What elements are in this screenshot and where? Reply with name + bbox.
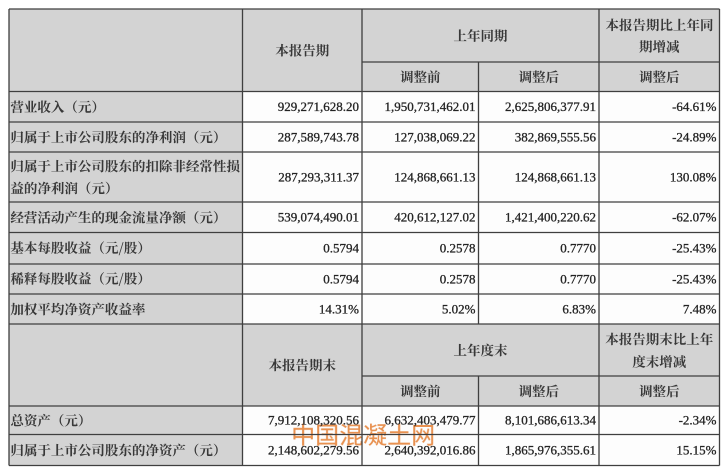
svg-text:287,293,311.37: 287,293,311.37 xyxy=(278,169,359,184)
svg-text:8,101,686,613.34: 8,101,686,613.34 xyxy=(505,413,597,428)
svg-text:124,868,661.13: 124,868,661.13 xyxy=(394,169,475,184)
svg-text:0.2578: 0.2578 xyxy=(440,271,476,286)
svg-text:6,632,403,479.77: 6,632,403,479.77 xyxy=(385,413,477,428)
svg-text:7,912,108,320.56: 7,912,108,320.56 xyxy=(268,413,360,428)
svg-text:539,074,490.01: 539,074,490.01 xyxy=(278,210,359,225)
svg-text:0.5794: 0.5794 xyxy=(323,241,359,256)
svg-text:382,869,555.56: 382,869,555.56 xyxy=(515,129,597,144)
svg-text:287,589,743.78: 287,589,743.78 xyxy=(278,129,359,144)
svg-text:1,865,976,355.61: 1,865,976,355.61 xyxy=(505,442,596,457)
svg-text:14.31%: 14.31% xyxy=(319,301,359,316)
svg-text:2,148,602,279.56: 2,148,602,279.56 xyxy=(268,442,360,457)
svg-text:1,950,731,462.01: 1,950,731,462.01 xyxy=(385,99,476,114)
svg-text:0.2578: 0.2578 xyxy=(440,241,476,256)
svg-text:929,271,628.20: 929,271,628.20 xyxy=(278,99,359,114)
svg-text:-24.89%: -24.89% xyxy=(672,129,717,144)
svg-text:124,868,661.13: 124,868,661.13 xyxy=(515,169,596,184)
svg-text:5.02%: 5.02% xyxy=(442,301,476,316)
svg-text:130.08%: 130.08% xyxy=(670,169,717,184)
svg-text:0.5794: 0.5794 xyxy=(323,271,359,286)
svg-text:7.48%: 7.48% xyxy=(683,301,717,316)
svg-text:15.15%: 15.15% xyxy=(676,442,716,457)
svg-text:-25.43%: -25.43% xyxy=(672,241,717,256)
svg-text:-2.34%: -2.34% xyxy=(679,413,717,428)
svg-text:6.83%: 6.83% xyxy=(562,301,596,316)
svg-text:-64.61%: -64.61% xyxy=(672,99,717,114)
svg-text:-62.07%: -62.07% xyxy=(672,210,717,225)
svg-text:-25.43%: -25.43% xyxy=(672,271,717,286)
svg-text:127,038,069.22: 127,038,069.22 xyxy=(394,129,475,144)
svg-text:0.7770: 0.7770 xyxy=(560,271,596,286)
svg-text:420,612,127.02: 420,612,127.02 xyxy=(394,210,475,225)
svg-text:0.7770: 0.7770 xyxy=(560,241,596,256)
svg-text:1,421,400,220.62: 1,421,400,220.62 xyxy=(505,210,596,225)
svg-text:2,625,806,377.91: 2,625,806,377.91 xyxy=(505,99,596,114)
svg-text:2,640,392,016.86: 2,640,392,016.86 xyxy=(385,442,477,457)
